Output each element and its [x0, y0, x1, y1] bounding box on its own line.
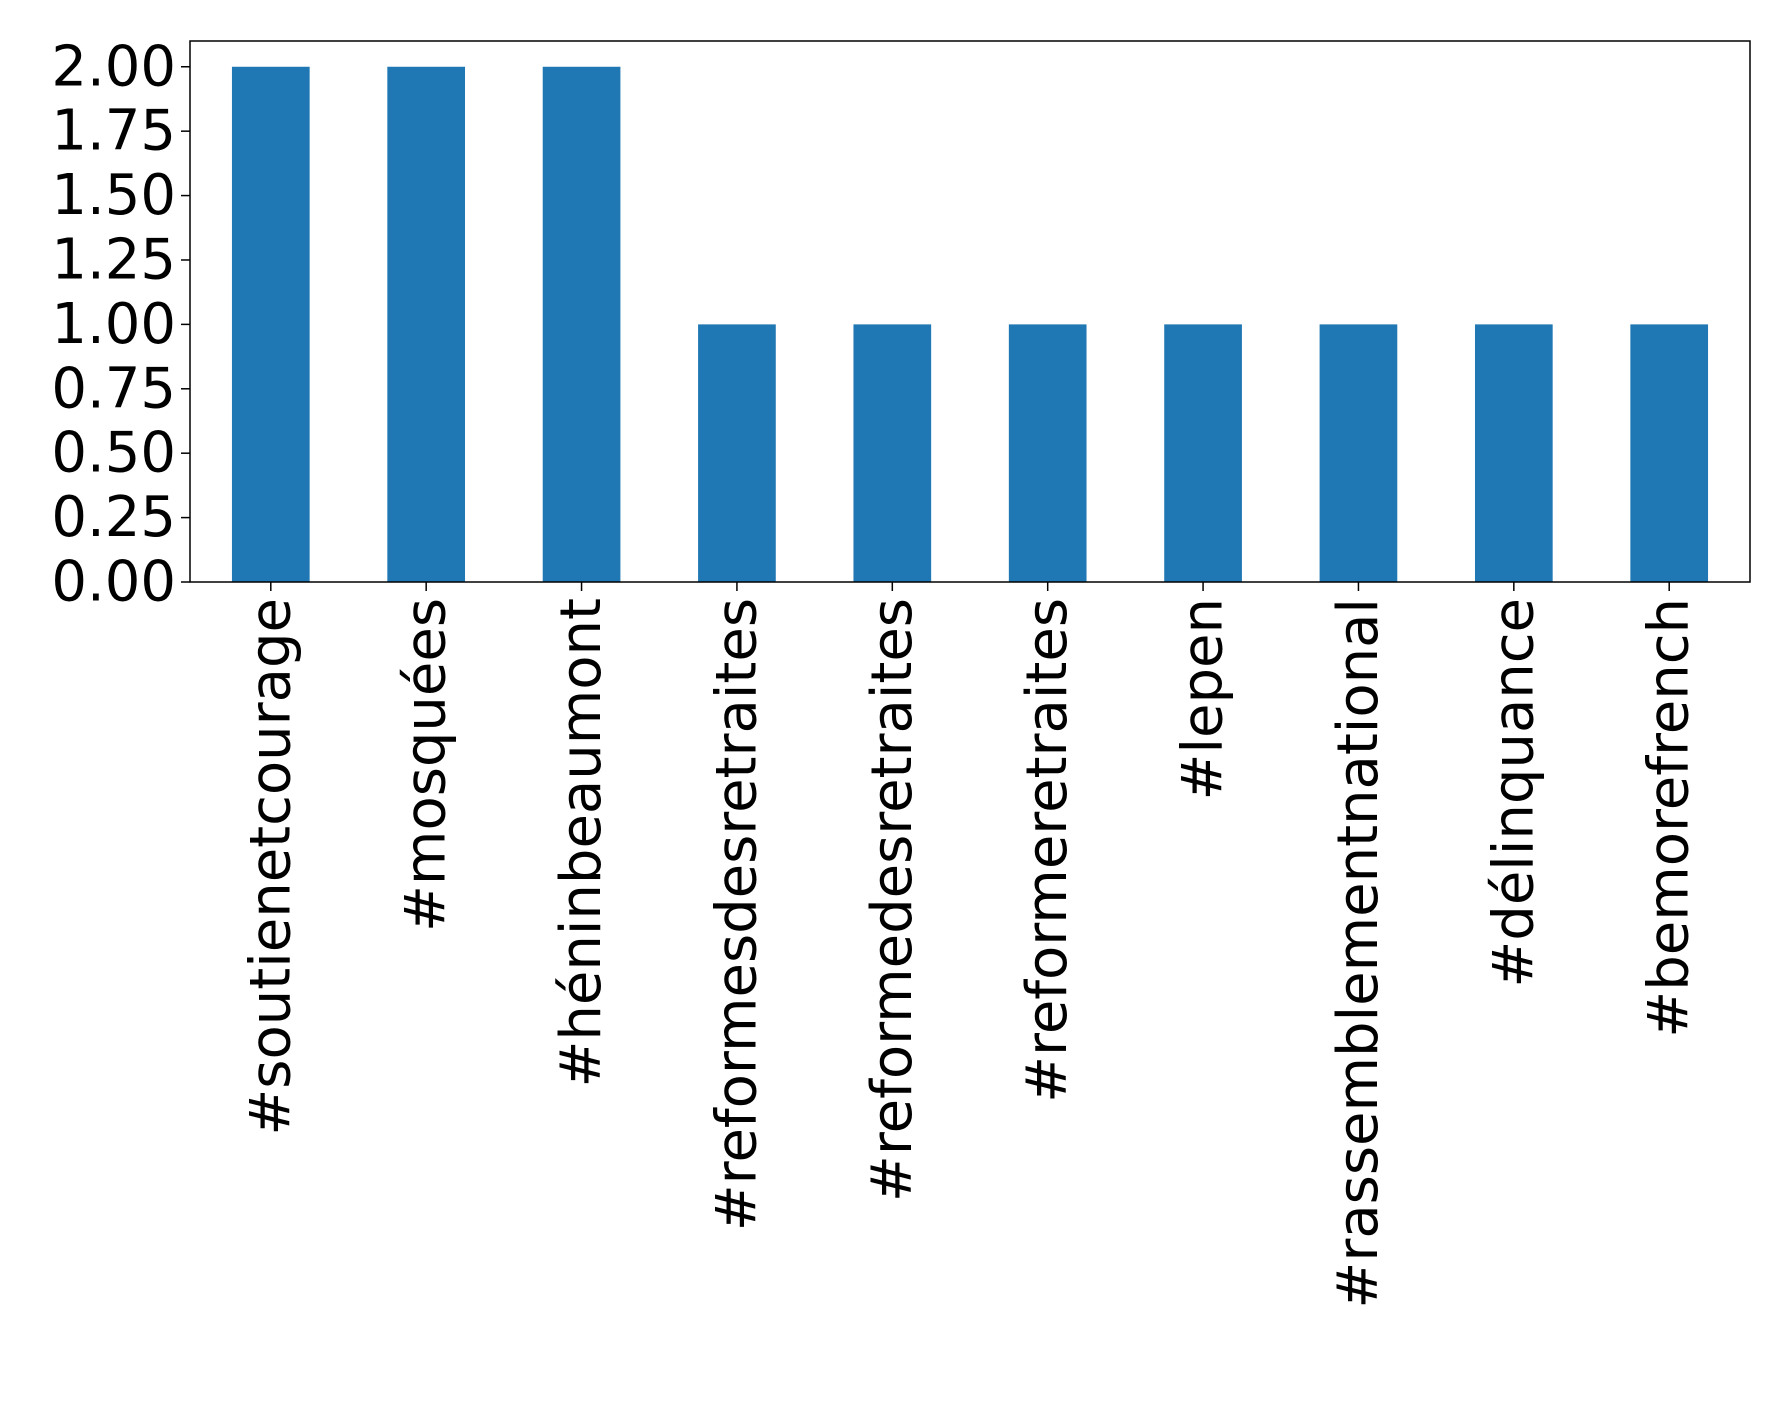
- x-axis-ticks: #soutienetcourage #mosquées #héninbeaumont…: [238, 582, 1702, 1309]
- x-tick-label: #héninbeaumont: [549, 598, 614, 1087]
- y-tick-label: 0.25: [51, 485, 176, 550]
- y-tick-label: 0.00: [51, 550, 176, 615]
- x-tick-label: #reformeretraites: [1015, 598, 1080, 1103]
- bar: [1474, 324, 1553, 582]
- x-tick-label: #reformesdesretraites: [704, 598, 769, 1231]
- y-tick-label: 1.25: [51, 227, 176, 292]
- bar: [1164, 324, 1242, 582]
- y-tick-label: 0.50: [51, 421, 176, 486]
- x-tick-label: #reformedesretraites: [860, 598, 925, 1202]
- x-tick-label: #rassemblementnational: [1326, 598, 1391, 1309]
- bar: [231, 66, 310, 582]
- y-tick-label: 2.00: [51, 34, 176, 99]
- x-tick-label: #bemorefrench: [1637, 598, 1702, 1038]
- y-axis-ticks: 0.000.250.500.751.001.251.501.752.00: [51, 34, 190, 615]
- x-tick-label: #soutienetcourage: [238, 598, 303, 1136]
- y-tick-label: 1.50: [51, 163, 176, 228]
- y-tick-label: 1.00: [51, 292, 176, 357]
- y-tick-label: 0.75: [51, 356, 176, 421]
- bar: [1008, 324, 1087, 582]
- x-tick-label: #délinquance: [1481, 598, 1546, 988]
- y-tick-label: 1.75: [51, 99, 176, 164]
- x-tick-label: #mosquées: [394, 598, 459, 932]
- x-tick-label: #lepen: [1171, 598, 1236, 800]
- bar: [1319, 324, 1398, 582]
- bar: [698, 324, 776, 582]
- bar: [387, 66, 466, 582]
- bar: [1630, 324, 1709, 582]
- bars-group: [231, 66, 1709, 582]
- plot-frame: [189, 40, 1751, 583]
- bar: [542, 66, 621, 582]
- bar: [853, 324, 932, 582]
